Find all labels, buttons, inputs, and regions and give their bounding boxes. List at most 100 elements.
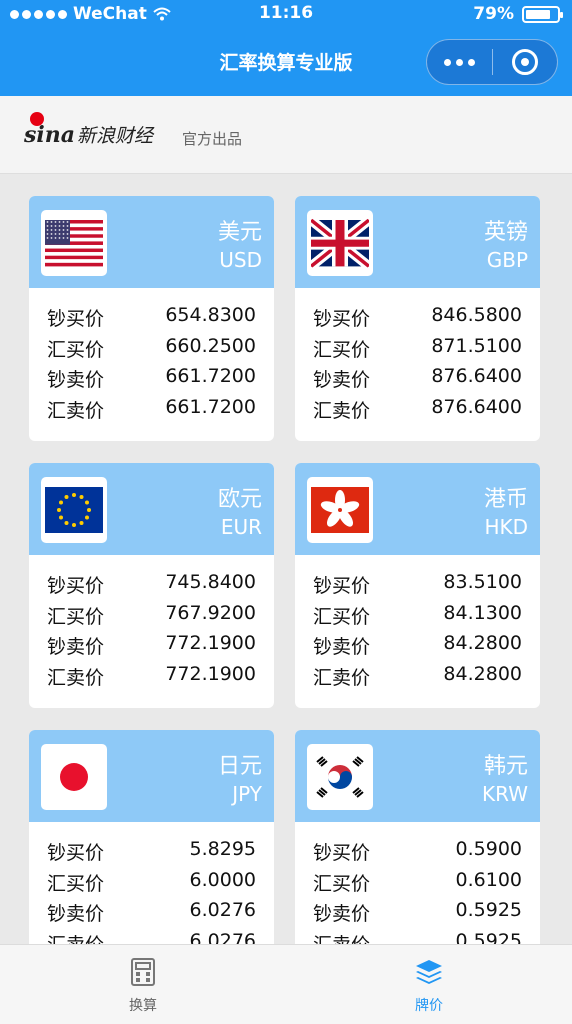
layers-icon — [416, 960, 442, 984]
rate-row: 汇买价 84.1300 — [313, 602, 522, 633]
rate-value: 772.1900 — [165, 662, 256, 685]
status-time: 11:16 — [258, 3, 314, 23]
rate-label: 汇卖价 — [313, 399, 371, 422]
rate-label: 钞买价 — [313, 308, 371, 330]
currency-code: JPY — [232, 782, 262, 806]
card-header: 韩元 KRW — [295, 730, 540, 822]
rate-row: 汇卖价 661.7200 — [47, 396, 256, 427]
tab-convert[interactable]: 换算 — [0, 945, 286, 1024]
more-icon — [443, 58, 475, 66]
rate-row: 钞卖价 876.6400 — [313, 365, 522, 396]
rate-row: 钞买价 846.5800 — [313, 304, 522, 335]
currency-card-hkd[interactable]: 港币 HKD 钞买价 83.5100 汇买价 84.1300 钞卖价 84.28… — [295, 463, 540, 708]
currency-code: KRW — [482, 782, 528, 806]
card-header: 日元 JPY — [29, 730, 274, 822]
rate-list: 钞买价 83.5100 汇买价 84.1300 钞卖价 84.2800 汇卖价 … — [295, 555, 540, 693]
tab-rates[interactable]: 牌价 — [286, 945, 572, 1024]
card-header: 欧元 EUR — [29, 463, 274, 555]
rate-list: 钞买价 846.5800 汇买价 871.5100 钞卖价 876.6400 汇… — [295, 288, 540, 426]
rate-value: 745.8400 — [165, 571, 256, 593]
hk-flag-icon — [307, 477, 373, 543]
rate-row: 钞买价 745.8400 — [47, 571, 256, 602]
rate-value: 84.2800 — [443, 662, 522, 685]
carrier-label: WeChat — [73, 4, 147, 24]
page-title: 汇率换算专业版 — [219, 52, 353, 74]
rate-value: 5.8295 — [189, 838, 256, 860]
currency-name: 英镑 — [483, 220, 528, 245]
currency-card-usd[interactable]: 美元 USD 钞买价 654.8300 汇买价 660.2500 钞卖价 661… — [29, 196, 274, 441]
tab-rates-label: 牌价 — [415, 998, 443, 1014]
currency-card-jpy[interactable]: 日元 JPY 钞买价 5.8295 汇买价 6.0000 钞卖价 6.0276 … — [29, 730, 274, 975]
rate-row: 汇买价 871.5100 — [313, 335, 522, 366]
currency-code: EUR — [220, 515, 262, 539]
top-bar: WeChat 11:16 79% 汇率换算专业版 — [0, 0, 572, 96]
rate-row: 钞卖价 0.5925 — [313, 899, 522, 930]
rate-label: 汇买价 — [47, 605, 105, 628]
uk-flag-icon — [307, 210, 373, 276]
currency-card-gbp[interactable]: 英镑 GBP 钞买价 846.5800 汇买价 871.5100 钞卖价 876… — [295, 196, 540, 441]
more-button[interactable] — [427, 39, 492, 85]
currency-card-krw[interactable]: 韩元 KRW 钞买价 0.5900 汇买价 0.6100 钞卖价 0.5925 … — [295, 730, 540, 975]
rate-label: 汇卖价 — [313, 666, 371, 689]
rate-label: 钞卖价 — [313, 903, 371, 925]
status-bar: WeChat 11:16 79% — [0, 0, 572, 30]
rate-value: 660.2500 — [165, 334, 256, 357]
rate-label: 汇买价 — [313, 338, 371, 361]
tab-bar: 换算 牌价 — [0, 944, 572, 1024]
rate-label: 汇买价 — [313, 605, 371, 628]
currency-name: 欧元 — [217, 487, 262, 512]
rate-row: 钞卖价 6.0276 — [47, 899, 256, 930]
battery-icon — [522, 5, 563, 23]
currency-code: HKD — [484, 515, 528, 539]
rate-row: 钞买价 0.5900 — [313, 838, 522, 869]
rate-row: 钞买价 654.8300 — [47, 304, 256, 335]
battery-percent: 79% — [473, 4, 514, 24]
sina-eye-icon — [30, 112, 44, 126]
rate-row: 汇卖价 84.2800 — [313, 663, 522, 694]
rate-list: 钞买价 0.5900 汇买价 0.6100 钞卖价 0.5925 汇卖价 0.5… — [295, 822, 540, 960]
card-header: 英镑 GBP — [295, 196, 540, 288]
rate-row: 汇卖价 876.6400 — [313, 396, 522, 427]
rate-label: 钞买价 — [313, 575, 371, 597]
wifi-icon — [153, 7, 171, 21]
rate-value: 6.0000 — [189, 868, 256, 891]
currency-card-eur[interactable]: 欧元 EUR 钞买价 745.8400 汇买价 767.9200 钞卖价 772… — [29, 463, 274, 708]
rate-label: 汇买价 — [313, 872, 371, 895]
rate-label: 汇买价 — [47, 872, 105, 895]
brand-strip: sina 新浪财经 官方出品 — [0, 96, 572, 174]
mini-program-capsule — [426, 39, 558, 85]
rate-value: 871.5100 — [431, 334, 522, 357]
rate-row: 汇卖价 772.1900 — [47, 663, 256, 694]
rate-label: 钞卖价 — [47, 636, 105, 658]
sina-logo: sina 新浪财经 — [24, 112, 153, 148]
jp-flag-icon — [41, 744, 107, 810]
currency-name: 日元 — [217, 754, 262, 779]
rate-value: 84.2800 — [443, 632, 522, 654]
rate-row: 钞卖价 772.1900 — [47, 632, 256, 663]
rate-value: 0.5925 — [455, 899, 522, 921]
us-flag-icon — [41, 210, 107, 276]
signal-icon — [10, 9, 67, 19]
currency-code: USD — [219, 248, 262, 272]
rate-label: 钞卖价 — [47, 903, 105, 925]
rate-label: 钞卖价 — [313, 369, 371, 391]
rate-value: 0.5900 — [455, 838, 522, 860]
rate-value: 772.1900 — [165, 632, 256, 654]
rate-row: 汇买价 6.0000 — [47, 869, 256, 900]
rate-value: 654.8300 — [165, 304, 256, 326]
close-button[interactable] — [493, 39, 558, 85]
rate-list: 钞买价 5.8295 汇买价 6.0000 钞卖价 6.0276 汇卖价 6.0… — [29, 822, 274, 960]
rate-label: 汇买价 — [47, 338, 105, 361]
currency-code: GBP — [486, 248, 528, 272]
card-header: 港币 HKD — [295, 463, 540, 555]
currency-name: 韩元 — [483, 754, 528, 779]
kr-flag-icon — [307, 744, 373, 810]
calculator-icon — [131, 958, 155, 986]
rate-label: 钞买价 — [47, 842, 105, 864]
rate-value: 661.7200 — [165, 365, 256, 387]
rate-value: 6.0276 — [189, 899, 256, 921]
card-header: 美元 USD — [29, 196, 274, 288]
rate-row: 钞买价 83.5100 — [313, 571, 522, 602]
rate-row: 钞卖价 661.7200 — [47, 365, 256, 396]
rate-label: 钞卖价 — [47, 369, 105, 391]
